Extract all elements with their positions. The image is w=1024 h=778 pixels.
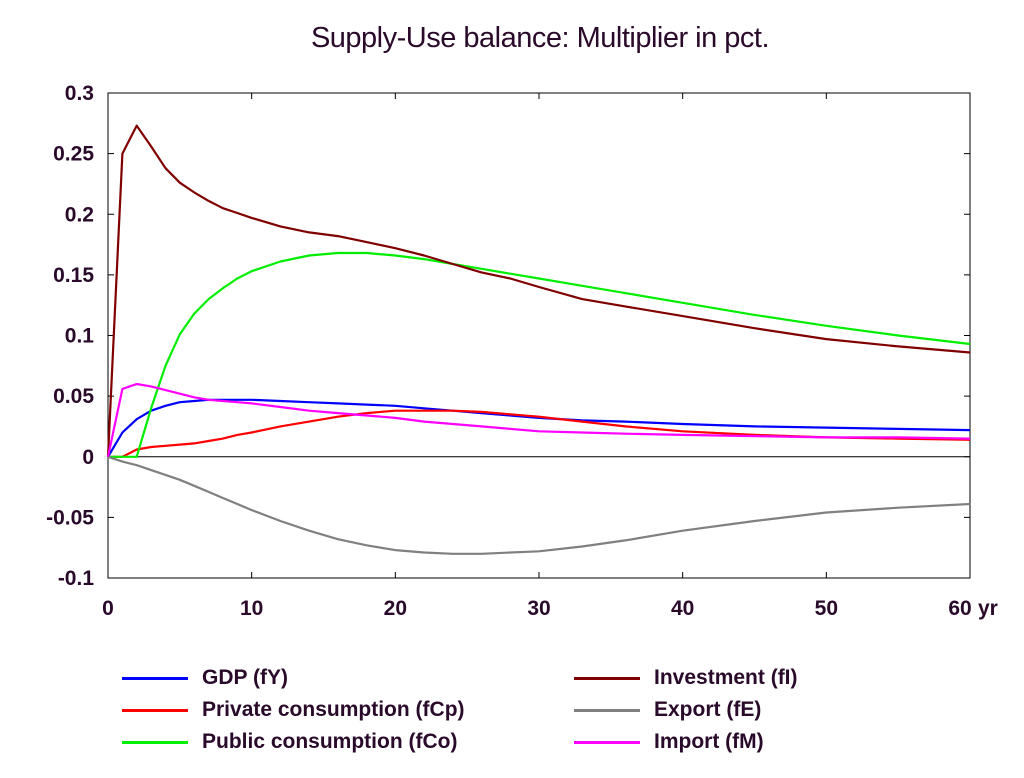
series-line-public-consumption [108, 251, 971, 458]
x-tick-label: 30 [527, 597, 550, 620]
x-tick-label: 20 [384, 597, 407, 620]
y-tick-label: 0.15 [53, 264, 94, 287]
y-tick-label: -0.05 [46, 506, 94, 529]
y-tick-label: 0.1 [65, 325, 95, 348]
x-tick-label: 50 [815, 597, 838, 620]
x-unit-label: yr [978, 597, 998, 620]
series-lines [106, 124, 971, 555]
y-tick-label: 0.25 [53, 143, 94, 166]
y-tick-label: 0.2 [65, 203, 94, 226]
chart-title: Supply-Use balance: Multiplier in pct. [310, 22, 770, 54]
x-tick-label: 0 [102, 597, 114, 620]
y-tick-label: 0.05 [53, 385, 94, 408]
y-tick-label: -0.1 [58, 567, 95, 590]
x-tick-label: 40 [671, 597, 694, 620]
axes: 0.3 0.25 0.2 0.15 0.1 0.05 0 -0.05 -0.1 0 10 20 30 40… [46, 82, 998, 620]
x-tick-label: 10 [240, 597, 263, 620]
series-line-export [107, 455, 971, 555]
y-tick-label: 0.3 [65, 82, 94, 105]
series-line-import [106, 382, 971, 458]
x-tick-label: 60 [948, 597, 971, 620]
series-line-gdp [107, 398, 971, 458]
series-line-private-consumption [108, 409, 971, 458]
series-line-investment [106, 124, 971, 457]
plot-frame [107, 92, 971, 579]
y-tick-label: 0 [82, 446, 94, 469]
